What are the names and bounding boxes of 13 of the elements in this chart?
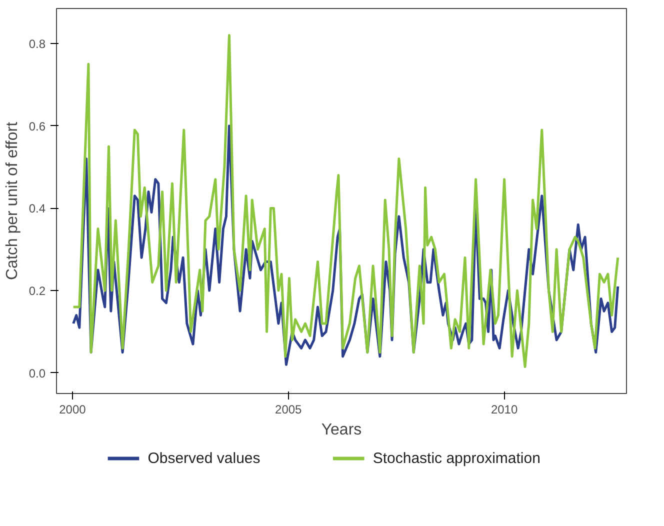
y-tick-label: 0.2	[28, 284, 46, 298]
x-tick-label: 2000	[59, 402, 86, 416]
y-tick-label: 0.6	[28, 119, 46, 134]
legend-label: Stochastic approximation	[372, 450, 540, 467]
y-tick-label: 0.8	[28, 37, 46, 51]
y-tick-label: 0.4	[28, 202, 46, 216]
x-tick-label: 2005	[275, 402, 302, 416]
y-tick-label: 0.0	[28, 366, 46, 380]
y-axis-title: Catch per unit of effort	[4, 121, 21, 280]
legend-label: Observed values	[148, 450, 260, 467]
line-series	[72, 34, 620, 368]
x-axis-title: Years	[321, 422, 362, 438]
x-tick-label: 2010	[490, 402, 518, 416]
